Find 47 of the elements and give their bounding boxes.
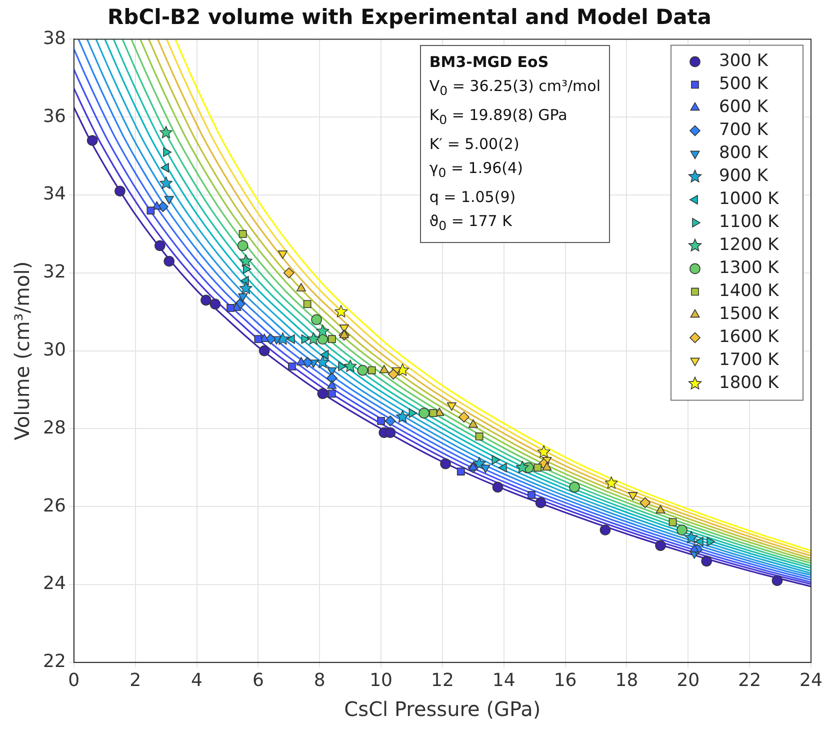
- y-tick-label: 30: [43, 339, 66, 360]
- legend-label: 300 K: [719, 51, 769, 72]
- legend-label: 1700 K: [719, 350, 780, 370]
- annotation: q = 1.05(9): [429, 187, 517, 208]
- legend-label: 1500 K: [719, 304, 780, 324]
- y-tick-label: 22: [43, 651, 66, 672]
- annotation: γ$_{0}$ = 1.96(4): [429, 158, 524, 182]
- x-tick-label: 12: [431, 670, 454, 691]
- x-tick-label: 22: [738, 670, 762, 691]
- annotation: V$_{0}$ = 36.25(3) cm³/mol: [429, 76, 600, 100]
- legend-label: 1800 K: [719, 373, 780, 394]
- y-tick-label: 28: [43, 417, 66, 438]
- x-tick-label: 16: [554, 670, 577, 691]
- legend-label: 700 K: [719, 120, 769, 140]
- x-tick-label: 2: [130, 670, 142, 691]
- legend-label: 1400 K: [719, 281, 780, 302]
- legend-label: 1300 K: [719, 258, 780, 278]
- y-tick-label: 24: [43, 573, 66, 594]
- legend-label: 1100 K: [719, 212, 780, 232]
- x-axis-title: CsCl Pressure (GPa): [344, 697, 541, 722]
- y-axis-title: Volume (cm³/mol): [10, 261, 34, 440]
- annotation: K$_{0}$ = 19.89(8) GPa: [429, 105, 568, 130]
- x-tick-label: 0: [68, 670, 80, 691]
- legend-label: 800 K: [719, 143, 769, 164]
- x-tick-label: 6: [252, 670, 264, 691]
- legend-label: 600 K: [719, 97, 769, 118]
- legend-label: 500 K: [719, 74, 769, 94]
- y-tick-label: 26: [43, 495, 66, 516]
- x-tick-label: 4: [191, 670, 202, 691]
- x-tick-label: 20: [676, 670, 700, 691]
- x-tick-label: 14: [492, 670, 516, 691]
- annotation: BM3-MGD EoS: [429, 52, 550, 74]
- x-tick-label: 24: [800, 670, 822, 691]
- y-tick-label: 36: [43, 106, 66, 127]
- x-tick-label: 10: [370, 670, 392, 691]
- legend-label: 1200 K: [719, 235, 780, 256]
- y-tick-label: 38: [43, 28, 66, 49]
- legend-label: 1600 K: [719, 327, 780, 348]
- annotation: ϑ$_{0}$ = 177 K: [429, 211, 513, 236]
- y-tick-label: 32: [43, 262, 66, 283]
- x-tick-label: 8: [314, 670, 326, 691]
- annotation: K′ = 5.00(2): [429, 134, 520, 156]
- x-tick-label: 18: [615, 670, 638, 691]
- legend-label: 900 K: [719, 166, 769, 186]
- legend-label: 1000 K: [719, 189, 780, 210]
- y-tick-label: 34: [43, 184, 66, 205]
- chart-title: RbCl-B2 volume with Experimental and Model Data: [108, 5, 712, 30]
